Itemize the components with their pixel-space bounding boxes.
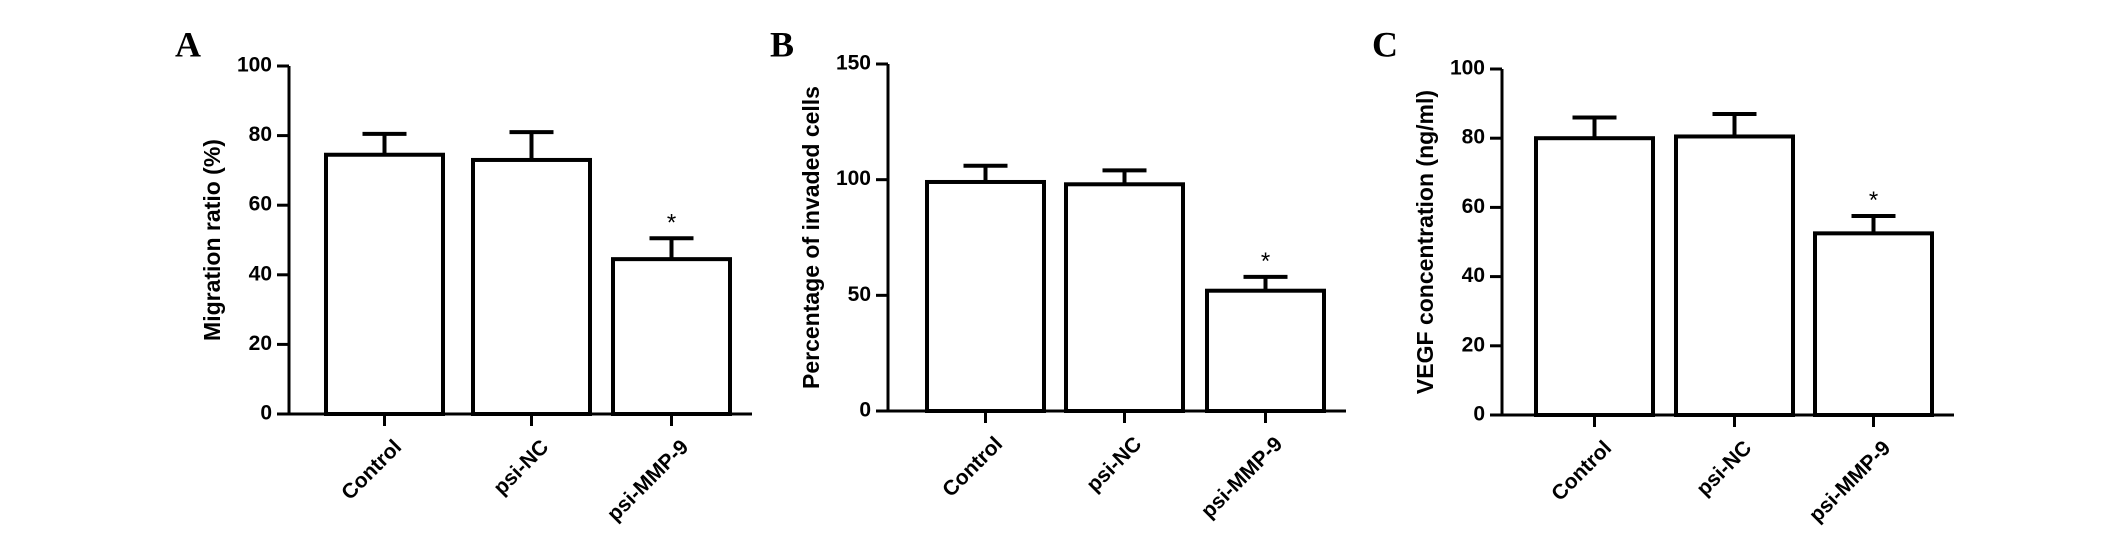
y-tick-label: 50 bbox=[848, 283, 871, 306]
x-tick-label: psi-MMP-9 bbox=[1805, 436, 1896, 527]
significance-marker: * bbox=[667, 209, 676, 236]
x-tick-label: psi-NC bbox=[1692, 436, 1756, 500]
y-tick-label: 0 bbox=[1473, 403, 1485, 426]
y-tick-label: 40 bbox=[1462, 264, 1485, 287]
panel-label: B bbox=[770, 24, 794, 64]
y-tick-label: 0 bbox=[859, 399, 871, 422]
y-tick-label: 60 bbox=[1462, 195, 1485, 218]
bar bbox=[1534, 136, 1655, 417]
y-tick-label: 150 bbox=[836, 52, 871, 75]
x-tick-label: Control bbox=[1547, 436, 1616, 505]
bar bbox=[1205, 288, 1326, 413]
x-tick-label: psi-MMP-9 bbox=[1197, 432, 1288, 523]
x-tick-label: Control bbox=[337, 435, 406, 504]
x-tick-label: psi-NC bbox=[1082, 432, 1146, 496]
y-tick-label: 80 bbox=[249, 123, 272, 146]
bar bbox=[925, 179, 1046, 413]
bar bbox=[324, 152, 445, 417]
bar bbox=[611, 257, 732, 417]
y-tick-label: 40 bbox=[249, 262, 272, 285]
panel-label: C bbox=[1372, 24, 1398, 64]
bar bbox=[1813, 231, 1934, 417]
bar bbox=[471, 157, 592, 416]
y-tick-label: 100 bbox=[1450, 57, 1485, 80]
y-tick-label: 20 bbox=[249, 332, 272, 355]
x-tick-label: psi-MMP-9 bbox=[603, 435, 694, 526]
x-tick-label: Control bbox=[938, 432, 1007, 501]
y-axis-label: VEGF concentration (ng/ml) bbox=[1412, 90, 1438, 394]
y-tick-label: 100 bbox=[836, 167, 871, 190]
y-tick-label: 80 bbox=[1462, 126, 1485, 149]
significance-marker: * bbox=[1261, 248, 1270, 275]
bar bbox=[1064, 182, 1185, 413]
y-tick-label: 0 bbox=[260, 402, 272, 425]
significance-marker: * bbox=[1869, 187, 1878, 214]
y-axis-label: Percentage of invaded cells bbox=[798, 86, 824, 389]
y-tick-label: 20 bbox=[1462, 333, 1485, 356]
y-axis-label: Migration ratio (%) bbox=[199, 139, 225, 341]
bar bbox=[1674, 134, 1795, 417]
panel-label: A bbox=[175, 24, 201, 64]
x-tick-label: psi-NC bbox=[489, 435, 553, 499]
y-tick-label: 100 bbox=[237, 54, 272, 77]
y-tick-label: 60 bbox=[249, 193, 272, 216]
